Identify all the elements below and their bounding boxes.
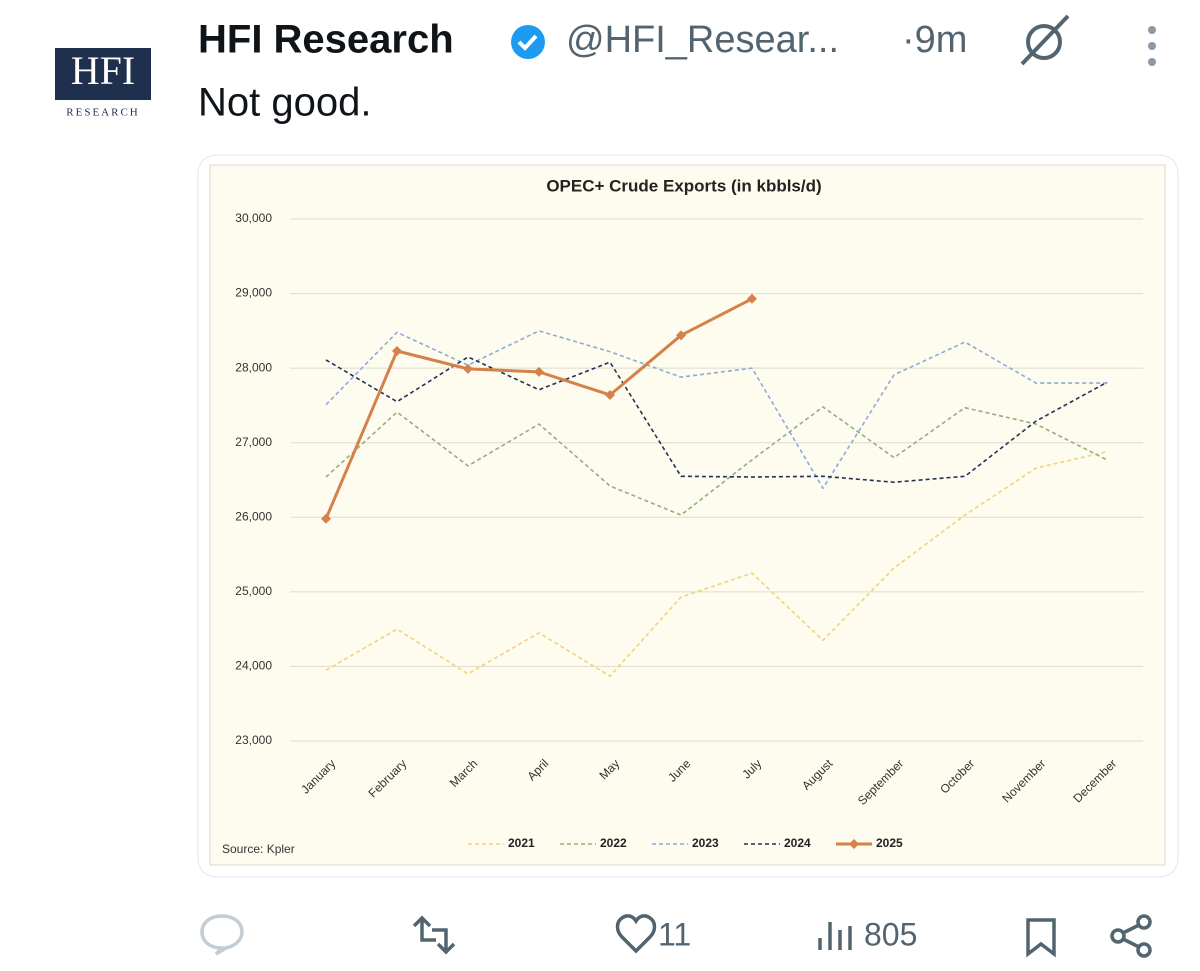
series-marker <box>605 389 615 400</box>
handle[interactable]: @HFI_Resear... <box>566 19 839 61</box>
chart-background <box>209 164 1166 866</box>
y-tick-label: 26,000 <box>235 509 272 523</box>
legend-marker <box>849 839 859 849</box>
legend-label: 2024 <box>784 836 811 850</box>
tweet-text: Not good. <box>198 81 371 125</box>
more-menu[interactable] <box>1148 26 1156 66</box>
series-marker <box>392 345 402 356</box>
y-tick-label: 30,000 <box>235 211 272 225</box>
like-count: 11 <box>658 916 691 952</box>
like-button[interactable]: 11 <box>615 914 692 954</box>
legend-label: 2023 <box>692 836 719 850</box>
series-marker <box>463 363 473 374</box>
legend-label: 2025 <box>876 836 903 850</box>
view-count: 805 <box>864 916 917 952</box>
y-tick-label: 27,000 <box>235 435 272 449</box>
series-line <box>325 356 1108 484</box>
chart-title: OPEC+ Crude Exports (in kbbls/d) <box>546 176 821 195</box>
y-tick-label: 28,000 <box>235 360 272 374</box>
legend-label: 2021 <box>508 836 535 850</box>
series-marker <box>321 513 331 524</box>
y-tick-label: 29,000 <box>235 286 272 300</box>
reply-button[interactable] <box>200 914 244 956</box>
grok-icon[interactable] <box>1020 14 1070 66</box>
series-marker <box>676 330 686 341</box>
avatar-text: HFI <box>71 48 135 93</box>
repost-button[interactable] <box>412 915 456 955</box>
avatar[interactable]: HFI RESEARCH <box>55 48 151 119</box>
chart-source: Source: Kpler <box>222 842 295 856</box>
series-line <box>325 406 1108 516</box>
avatar-subtext: RESEARCH <box>66 107 139 119</box>
y-tick-label: 25,000 <box>235 584 272 598</box>
author-name[interactable]: HFI Research <box>198 18 454 62</box>
series-marker <box>747 293 757 304</box>
y-tick-label: 24,000 <box>235 659 272 673</box>
verified-badge <box>511 25 545 59</box>
share-button[interactable] <box>1110 914 1152 958</box>
series-line <box>325 330 1107 490</box>
series-marker <box>534 366 544 377</box>
avatar-box <box>55 48 151 100</box>
views-button[interactable]: 805 <box>818 916 917 952</box>
y-tick-label: 23,000 <box>235 733 272 747</box>
legend-label: 2022 <box>600 836 627 850</box>
series-line <box>325 450 1108 677</box>
timestamp[interactable]: ·9m <box>902 19 967 61</box>
bookmark-button[interactable] <box>1026 918 1056 958</box>
